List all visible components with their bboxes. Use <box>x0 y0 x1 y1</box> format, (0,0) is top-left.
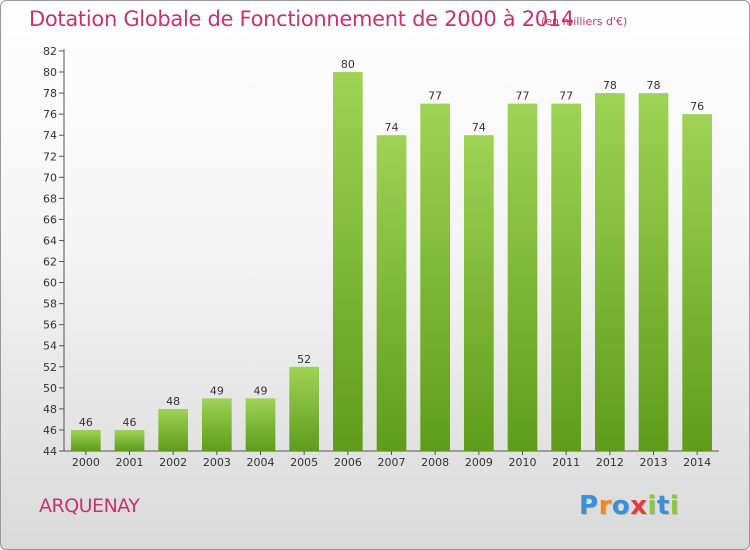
bar <box>114 429 145 451</box>
x-tick-label: 2002 <box>159 456 187 469</box>
y-tick-label: 78 <box>43 87 57 100</box>
bar <box>245 398 276 451</box>
data-label: 78 <box>647 79 661 92</box>
y-tick-label: 58 <box>43 298 57 311</box>
bar <box>638 93 669 452</box>
bar <box>463 135 494 452</box>
y-tick-label: 48 <box>43 403 57 416</box>
x-tick-label: 2005 <box>290 456 318 469</box>
x-tick-label: 2011 <box>552 456 580 469</box>
data-label: 76 <box>690 100 704 113</box>
proxiti-logo: Proxiti <box>579 491 679 521</box>
logo-letter: r <box>598 491 612 521</box>
bar <box>507 103 538 451</box>
y-tick-label: 68 <box>43 192 57 205</box>
chart-title: Dotation Globale de Fonctionnement de 20… <box>29 7 574 31</box>
y-tick-label: 56 <box>43 319 57 332</box>
data-label: 74 <box>385 121 399 134</box>
y-tick-label: 50 <box>43 382 57 395</box>
data-label: 46 <box>79 416 93 429</box>
bar <box>332 72 363 451</box>
bar <box>70 429 101 451</box>
data-label: 49 <box>254 384 268 397</box>
x-tick-label: 2012 <box>596 456 624 469</box>
x-tick-label: 2014 <box>683 456 711 469</box>
chart-subtitle: (en milliers d'€) <box>541 15 628 28</box>
y-tick-label: 64 <box>43 234 57 247</box>
data-label: 80 <box>341 58 355 71</box>
x-tick-label: 2001 <box>116 456 144 469</box>
y-tick-label: 72 <box>43 150 57 163</box>
y-tick-label: 66 <box>43 213 57 226</box>
y-tick-label: 52 <box>43 361 57 374</box>
x-tick-label: 2010 <box>509 456 537 469</box>
logo-letter: P <box>579 491 599 521</box>
data-label: 77 <box>428 90 442 103</box>
y-tick-label: 62 <box>43 256 57 269</box>
y-tick-label: 74 <box>43 129 57 142</box>
x-tick-label: 2009 <box>465 456 493 469</box>
y-tick-label: 70 <box>43 171 57 184</box>
commune-name: ARQUENAY <box>39 495 140 517</box>
logo-letter: i <box>669 491 680 521</box>
data-label: 46 <box>123 416 137 429</box>
bar <box>420 103 451 451</box>
y-tick-label: 82 <box>43 45 57 58</box>
data-label: 48 <box>166 395 180 408</box>
y-tick-label: 54 <box>43 340 57 353</box>
data-label: 77 <box>559 90 573 103</box>
data-label: 78 <box>603 79 617 92</box>
y-tick-label: 76 <box>43 108 57 121</box>
bar <box>594 93 625 452</box>
logo-letter: x <box>630 491 648 521</box>
bar <box>682 114 713 451</box>
y-tick-label: 44 <box>43 445 57 458</box>
logo-letter: o <box>611 491 631 521</box>
data-label: 74 <box>472 121 486 134</box>
x-tick-label: 2004 <box>247 456 275 469</box>
bar <box>376 135 407 452</box>
bar <box>289 366 320 451</box>
x-tick-label: 2006 <box>334 456 362 469</box>
y-tick-label: 46 <box>43 424 57 437</box>
data-label: 77 <box>516 90 530 103</box>
data-label: 49 <box>210 384 224 397</box>
x-tick-label: 2008 <box>421 456 449 469</box>
bar <box>201 398 232 451</box>
y-tick-label: 60 <box>43 277 57 290</box>
x-tick-label: 2007 <box>378 456 406 469</box>
bar <box>158 408 189 451</box>
x-tick-label: 2003 <box>203 456 231 469</box>
bar <box>551 103 582 451</box>
data-label: 52 <box>297 353 311 366</box>
x-tick-label: 2000 <box>72 456 100 469</box>
x-tick-label: 2013 <box>640 456 668 469</box>
logo-letter: t <box>656 491 670 521</box>
logo-letter: i <box>647 491 657 521</box>
y-tick-label: 80 <box>43 66 57 79</box>
